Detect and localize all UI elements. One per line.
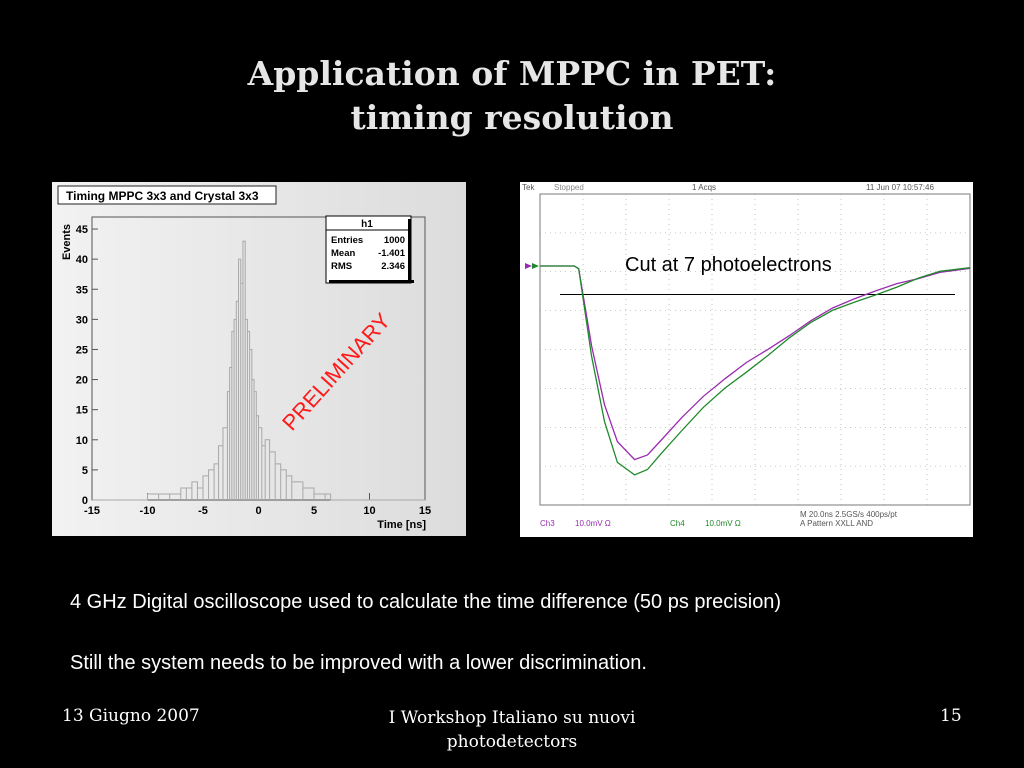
histogram-ytick-label: 20	[76, 375, 88, 387]
ch4-scale: 10.0mV Ω	[705, 519, 741, 528]
ch4-label: Ch4	[670, 519, 685, 528]
histogram-ytick-label: 15	[76, 405, 88, 417]
histogram-ytick-label: 10	[76, 435, 88, 447]
footer-page-number: 15	[940, 706, 962, 726]
threshold-annotation: Cut at 7 photoelectrons	[625, 254, 832, 276]
histogram-xlabel: Time [ns]	[377, 519, 426, 531]
stats-name: h1	[361, 219, 373, 230]
stats-label: Mean	[331, 248, 355, 259]
histogram-ytick-label: 25	[76, 344, 88, 356]
histogram-xtick-label: 10	[363, 505, 375, 517]
histogram-ytick-label: 40	[76, 254, 88, 266]
ch3-marker	[525, 263, 532, 269]
footer-event: I Workshop Italiano su nuovi photodetect…	[340, 706, 684, 754]
histogram-ylabel: Events	[61, 224, 73, 260]
histogram-xtick-label: -10	[140, 505, 156, 517]
histogram-title: Timing MPPC 3x3 and Crystal 3x3	[66, 189, 259, 203]
histogram-ytick-label: 5	[82, 465, 88, 477]
title-line-2: timing resolution	[350, 98, 674, 137]
histogram-xtick-label: -5	[198, 505, 208, 517]
title-line-1: Application of MPPC in PET:	[247, 54, 777, 93]
histogram-ytick-label: 45	[76, 224, 88, 236]
histogram-ytick-label: 30	[76, 314, 88, 326]
histogram-xtick-label: 15	[419, 505, 431, 517]
histogram-title-box	[57, 185, 277, 205]
stats-value: 1000	[384, 235, 405, 246]
timing-histogram-chart: Timing MPPC 3x3 and Crystal 3x3 0 5 10 15 20…	[52, 182, 466, 536]
bullet-2: Still the system needs to be improved wi…	[70, 652, 647, 674]
histogram-xtick-label: 5	[311, 505, 317, 517]
scope-grid	[540, 194, 970, 505]
ch3-scale: 10.0mV Ω	[575, 519, 611, 528]
scope-trigger: A Pattern XXLL AND	[800, 519, 873, 528]
stats-box: h1 Entries 1000 Mean -1.401 RMS 2.346	[325, 215, 414, 284]
histogram-xtick-label: -15	[84, 505, 100, 517]
ch3-trace	[540, 265, 971, 461]
bullet-1: 4 GHz Digital oscilloscope used to calcu…	[70, 591, 782, 613]
scope-acqs: 1 Acqs	[692, 183, 716, 192]
slide-title: Application of MPPC in PET: timing resol…	[0, 52, 1024, 140]
stats-label: RMS	[331, 261, 352, 272]
histogram-ytick-label: 35	[76, 284, 88, 296]
ch4-trace	[540, 265, 971, 476]
stats-label: Entries	[331, 235, 363, 246]
ch3-label: Ch3	[540, 519, 555, 528]
histogram-series	[92, 240, 425, 501]
histogram-ytick-label: 0	[82, 495, 88, 507]
histogram-xtick-label: 0	[255, 505, 261, 517]
scope-timestamp: 11 Jun 07 10:57:46	[866, 183, 934, 192]
footer-event-line-1: I Workshop Italiano su nuovi	[388, 708, 636, 728]
footer-event-line-2: photodetectors	[446, 732, 578, 752]
scope-timebase: M 20.0ns 2.5GS/s 400ps/pt	[800, 510, 898, 519]
ch4-marker	[532, 263, 539, 269]
footer-date: 13 Giugno 2007	[62, 706, 200, 726]
oscilloscope-chart: Tek Stopped 1 Acqs 11 Jun 07 10:57:46 Cu…	[520, 182, 973, 537]
scope-brand: Tek	[522, 183, 535, 192]
stats-value: 2.346	[381, 261, 405, 272]
stats-value: -1.401	[378, 248, 406, 259]
scope-state: Stopped	[554, 183, 584, 192]
